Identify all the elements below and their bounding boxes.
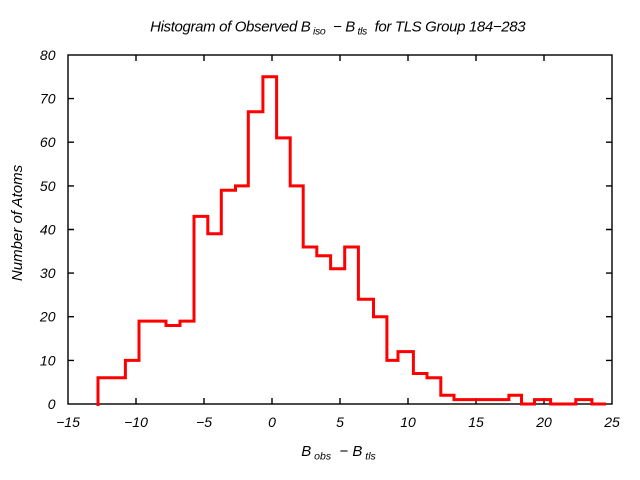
svg-text:80: 80: [40, 47, 56, 63]
svg-text:40: 40: [40, 222, 56, 238]
svg-text:−10: −10: [124, 414, 148, 430]
svg-text:70: 70: [40, 91, 56, 107]
svg-text:Number of Atoms: Number of Atoms: [9, 164, 26, 281]
svg-text:50: 50: [40, 178, 56, 194]
svg-text:0: 0: [268, 414, 276, 430]
svg-text:60: 60: [40, 134, 56, 150]
svg-text:20: 20: [39, 309, 56, 325]
svg-text:10: 10: [400, 414, 416, 430]
svg-text:10: 10: [40, 352, 56, 368]
svg-text:−15: −15: [56, 414, 80, 430]
svg-text:5: 5: [336, 414, 344, 430]
svg-text:15: 15: [468, 414, 484, 430]
svg-text:−5: −5: [196, 414, 212, 430]
svg-text:30: 30: [40, 265, 56, 281]
svg-text:Histogram of Observed B iso −: Histogram of Observed B iso − B tls for …: [150, 19, 526, 38]
svg-text:20: 20: [535, 414, 552, 430]
svg-text:25: 25: [603, 414, 620, 430]
svg-text:0: 0: [48, 396, 56, 412]
